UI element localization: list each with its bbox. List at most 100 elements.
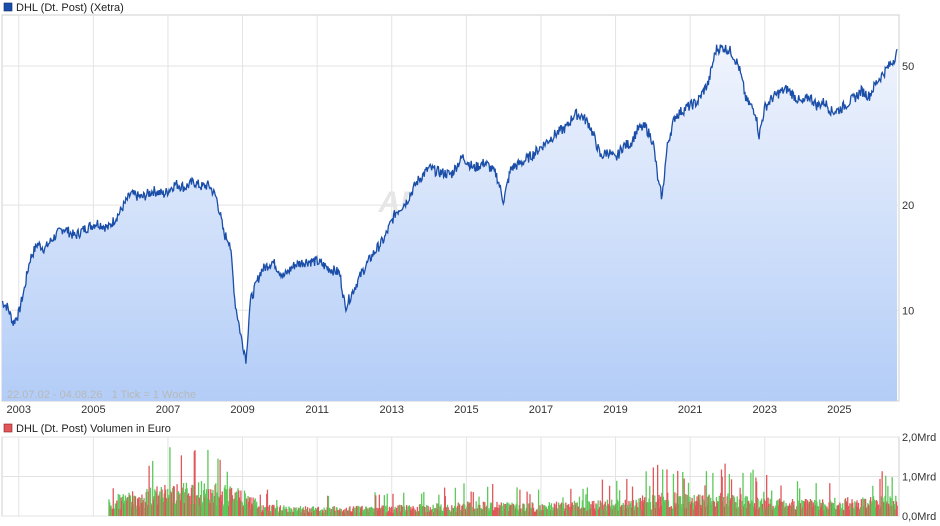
volume-bar xyxy=(834,497,836,516)
volume-bar xyxy=(648,498,650,516)
volume-bar xyxy=(893,504,895,516)
volume-bar xyxy=(167,497,170,516)
volume-bar xyxy=(763,491,765,516)
volume-bar xyxy=(285,506,287,516)
volume-bar xyxy=(492,484,494,516)
volume-bar xyxy=(178,494,180,516)
volume-bar xyxy=(350,511,352,516)
volume-bar xyxy=(512,503,514,516)
volume-bar xyxy=(738,506,740,516)
volume-bar xyxy=(360,506,363,516)
volume-bar xyxy=(766,474,768,516)
volume-bar xyxy=(454,487,457,516)
volume-bar xyxy=(890,498,892,516)
volume-bar xyxy=(323,507,325,516)
volume-bar xyxy=(530,508,533,516)
volume-bar xyxy=(810,500,812,516)
volume-bar xyxy=(808,501,810,516)
volume-bar xyxy=(475,501,477,516)
volume-bar xyxy=(796,506,798,516)
volume-bar xyxy=(612,504,614,516)
volume-bar xyxy=(428,510,430,516)
volume-bar xyxy=(504,503,507,516)
volume-bar xyxy=(595,503,597,516)
volume-bar xyxy=(244,493,246,516)
volume-bar xyxy=(831,502,833,516)
volume-bar xyxy=(832,502,835,516)
volume-bar xyxy=(388,506,391,516)
volume-bar xyxy=(257,507,259,516)
volume-bar xyxy=(185,488,187,516)
volume-bar xyxy=(110,505,112,516)
volume-bar xyxy=(854,505,857,516)
volume-bar xyxy=(327,496,330,516)
volume-bar xyxy=(828,502,830,516)
volume-bar xyxy=(526,491,528,516)
volume-bar xyxy=(134,495,136,516)
volume-bar xyxy=(727,493,729,516)
volume-bar xyxy=(332,506,334,516)
volume-bar xyxy=(757,499,759,516)
volume-bar xyxy=(334,510,336,516)
volume-bar xyxy=(824,505,827,516)
volume-bar xyxy=(198,497,200,516)
volume-bar xyxy=(697,494,700,516)
volume-bar xyxy=(487,486,489,516)
volume-bar xyxy=(607,503,609,516)
volume-bar xyxy=(493,510,495,516)
volume-bar xyxy=(300,512,302,516)
volume-bar xyxy=(456,505,459,516)
volume-bar xyxy=(286,509,288,516)
volume-bar xyxy=(111,509,114,516)
volume-bar xyxy=(472,492,474,516)
volume-bar xyxy=(112,488,114,516)
volume-bar xyxy=(822,502,824,516)
volume-bar xyxy=(115,503,117,516)
volume-bar xyxy=(750,500,753,516)
volume-bar xyxy=(388,510,390,516)
volume-bar xyxy=(113,508,115,516)
volume-bar xyxy=(859,508,861,516)
volume-bar xyxy=(837,505,839,516)
volume-bar xyxy=(671,508,673,516)
volume-legend: DHL (Dt. Post) Volumen in Euro xyxy=(3,423,171,435)
volume-bar xyxy=(200,494,202,516)
volume-bar xyxy=(373,508,375,516)
volume-bar xyxy=(252,497,254,516)
volume-bar xyxy=(555,508,557,516)
volume-bar xyxy=(418,504,421,516)
volume-bar xyxy=(309,508,311,516)
volume-bar xyxy=(556,509,558,516)
volume-bar xyxy=(675,503,677,516)
volume-bar xyxy=(500,502,502,516)
volume-bar xyxy=(687,496,689,516)
volume-bar xyxy=(298,508,300,516)
volume-bar xyxy=(721,476,723,516)
volume-bar xyxy=(618,501,620,516)
volume-bar xyxy=(645,471,647,516)
volume-bar xyxy=(383,495,386,516)
volume-bar xyxy=(320,512,322,516)
volume-bar xyxy=(768,503,770,516)
volume-bar xyxy=(413,510,416,516)
volume-bar xyxy=(452,507,454,516)
volume-bar xyxy=(705,471,708,516)
volume-bar xyxy=(563,503,565,516)
volume-bar xyxy=(116,505,119,516)
volume-bar xyxy=(322,513,325,516)
x-axis: 2003 2005 2007 2009 2011 2013 2015 2017 2019 2021… xyxy=(7,404,852,416)
volume-bar xyxy=(806,509,808,516)
volume-bar xyxy=(774,506,776,516)
volume-bar xyxy=(503,509,505,516)
volume-bar xyxy=(131,501,133,516)
volume-bar xyxy=(208,499,211,516)
volume-bar xyxy=(813,506,815,516)
volume-bar xyxy=(124,495,127,516)
volume-bar xyxy=(179,493,181,516)
volume-bar xyxy=(823,510,825,516)
volume-bar xyxy=(853,509,855,516)
volume-bar xyxy=(516,487,518,516)
volume-bar xyxy=(449,511,452,516)
volume-bar xyxy=(718,495,720,516)
volume-bar xyxy=(565,502,567,516)
